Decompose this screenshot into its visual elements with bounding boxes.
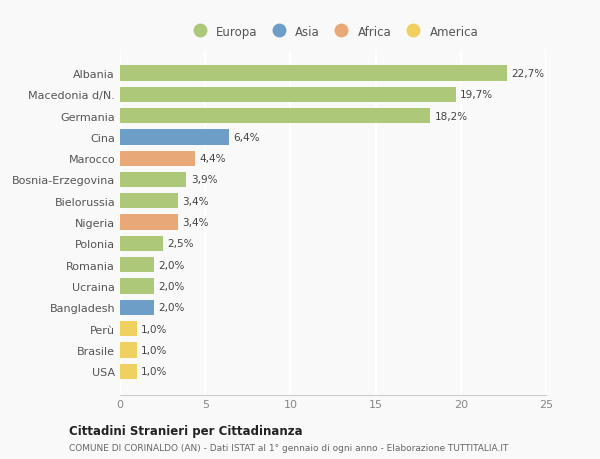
Text: 3,4%: 3,4% [182, 218, 209, 228]
Text: 1,0%: 1,0% [142, 324, 167, 334]
Text: 2,5%: 2,5% [167, 239, 193, 249]
Text: 1,0%: 1,0% [142, 366, 167, 376]
Bar [120, 236, 163, 252]
Text: 2,0%: 2,0% [158, 302, 185, 313]
Bar [120, 364, 137, 379]
Bar [120, 215, 178, 230]
Text: 2,0%: 2,0% [158, 260, 185, 270]
Bar [120, 87, 455, 103]
Bar [120, 66, 507, 81]
Text: 3,9%: 3,9% [191, 175, 217, 185]
Text: 4,4%: 4,4% [199, 154, 226, 164]
Text: 22,7%: 22,7% [511, 69, 544, 79]
Bar [120, 151, 195, 167]
Text: 6,4%: 6,4% [233, 133, 260, 143]
Bar [120, 130, 229, 145]
Bar [120, 109, 430, 124]
Bar [120, 194, 178, 209]
Text: 19,7%: 19,7% [460, 90, 493, 100]
Bar [120, 321, 137, 336]
Legend: Europa, Asia, Africa, America: Europa, Asia, Africa, America [184, 22, 482, 42]
Bar [120, 279, 154, 294]
Text: COMUNE DI CORINALDO (AN) - Dati ISTAT al 1° gennaio di ogni anno - Elaborazione : COMUNE DI CORINALDO (AN) - Dati ISTAT al… [69, 443, 508, 452]
Text: Cittadini Stranieri per Cittadinanza: Cittadini Stranieri per Cittadinanza [69, 424, 302, 437]
Text: 18,2%: 18,2% [434, 112, 467, 121]
Bar [120, 342, 137, 358]
Bar [120, 300, 154, 315]
Text: 1,0%: 1,0% [142, 345, 167, 355]
Text: 2,0%: 2,0% [158, 281, 185, 291]
Text: 3,4%: 3,4% [182, 196, 209, 207]
Bar [120, 173, 187, 188]
Bar [120, 257, 154, 273]
